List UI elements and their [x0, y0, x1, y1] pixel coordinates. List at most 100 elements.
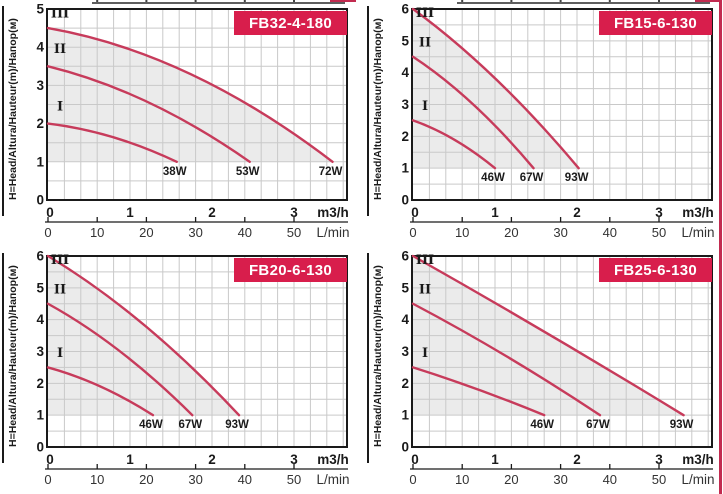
- x-tick-lmin: 0: [44, 472, 51, 487]
- y-tick-label: 4: [401, 65, 409, 80]
- speed-label: I: [422, 346, 428, 361]
- chart-title-badge: FB15-6-130: [599, 11, 712, 35]
- x-tick-m3h: 2: [573, 205, 581, 220]
- speed-label: II: [419, 282, 431, 297]
- x-tick-lmin: 40: [238, 472, 252, 487]
- x-axis-unit-m3h: m3/h: [317, 452, 349, 467]
- chart-panel-fb25-6-130: H=Head/Altura/Hauteur(m)/Напор(м) 46W I 67…: [365, 247, 723, 494]
- power-label: 93W: [225, 419, 249, 431]
- y-tick-label: 1: [401, 161, 409, 176]
- y-axis-rule: [2, 253, 4, 463]
- power-label: 67W: [178, 419, 202, 431]
- plot-border: [411, 8, 713, 201]
- power-label: 46W: [481, 172, 505, 184]
- y-tick-label: 3: [401, 97, 409, 112]
- shaded-region: [48, 28, 333, 162]
- x-tick-lmin: 50: [287, 472, 301, 487]
- power-label: 38W: [163, 166, 187, 178]
- chart-panel-fb20-6-130: H=Head/Altura/Hauteur(m)/Напор(м) 46W I 67…: [0, 247, 358, 494]
- plot-border: [411, 255, 713, 448]
- curve-speed-I: [411, 119, 497, 170]
- x-axis-unit-m3h: m3/h: [682, 205, 714, 220]
- x-tick-lmin: 40: [603, 225, 617, 240]
- curve-speed-I: [46, 122, 178, 163]
- x-tick-lmin: 40: [238, 225, 252, 240]
- x-tick-lmin: 10: [455, 225, 469, 240]
- speed-label: III: [416, 6, 434, 21]
- page-right-border: [719, 0, 722, 494]
- y-tick-label: 3: [401, 344, 409, 359]
- y-tick-label: 1: [36, 154, 44, 169]
- y-tick-label: 0: [36, 193, 44, 208]
- chart-panel-fb15-6-130: H=Head/Altura/Hauteur(m)/Напор(м) 46W I 67…: [365, 0, 723, 247]
- x-tick-lmin: 50: [652, 472, 666, 487]
- x-tick-lmin: 0: [44, 225, 51, 240]
- x-tick-lmin: 10: [90, 472, 104, 487]
- power-label: 93W: [670, 419, 694, 431]
- curve-speed-III: [411, 254, 685, 417]
- x-tick-lmin: 10: [90, 225, 104, 240]
- curve-speed-III: [46, 26, 334, 163]
- chart-panel-fb32-4-180: H=Head/Altura/Hauteur(m)/Напор(м) 38W I 53…: [0, 0, 358, 247]
- x-tick-m3h: 3: [290, 205, 298, 220]
- power-label: 67W: [520, 172, 544, 184]
- speed-label: I: [57, 99, 63, 114]
- speed-label: III: [51, 253, 69, 268]
- speed-label: II: [54, 42, 66, 57]
- x-tick-m3h: 2: [208, 452, 216, 467]
- x-tick-lmin: 30: [188, 472, 202, 487]
- x-tick-lmin: 20: [139, 225, 153, 240]
- y-tick-label: 2: [401, 376, 409, 391]
- x-tick-m3h: 2: [208, 205, 216, 220]
- chart-title-badge: FB20-6-130: [234, 258, 347, 282]
- x-tick-lmin: 10: [455, 472, 469, 487]
- plot-border: [46, 8, 348, 201]
- chart-title-badge: FB32-4-180: [234, 11, 347, 35]
- y-tick-label: 4: [36, 312, 44, 327]
- x-tick-m3h: 3: [290, 452, 298, 467]
- speed-label: I: [57, 346, 63, 361]
- y-tick-label: 5: [401, 280, 409, 295]
- y-tick-label: 2: [401, 129, 409, 144]
- curve-speed-II: [46, 65, 251, 163]
- curve-speed-I: [46, 366, 155, 417]
- speed-label: II: [419, 35, 431, 50]
- x-tick-lmin: 0: [409, 472, 416, 487]
- curve-speed-II: [411, 302, 602, 417]
- y-tick-label: 4: [36, 40, 44, 55]
- power-label: 46W: [139, 419, 163, 431]
- y-tick-label: 0: [36, 440, 44, 455]
- y-tick-label: 5: [36, 2, 44, 17]
- y-axis-rule: [367, 253, 369, 463]
- speed-label: III: [416, 253, 434, 268]
- power-label: 46W: [530, 419, 554, 431]
- chart-title-badge: FB25-6-130: [599, 258, 712, 282]
- curve-speed-II: [411, 55, 535, 170]
- x-tick-lmin: 50: [652, 225, 666, 240]
- y-tick-label: 2: [36, 376, 44, 391]
- y-tick-label: 5: [36, 280, 44, 295]
- y-tick-label: 0: [401, 193, 409, 208]
- x-tick-m3h: 1: [126, 205, 134, 220]
- plot-border: [46, 255, 348, 448]
- x-tick-lmin: 20: [504, 472, 518, 487]
- x-tick-lmin: 40: [603, 472, 617, 487]
- x-tick-lmin: 30: [553, 472, 567, 487]
- power-label: 72W: [319, 166, 343, 178]
- y-tick-label: 1: [401, 408, 409, 423]
- x-tick-m3h: 1: [126, 452, 134, 467]
- curve-speed-II: [46, 302, 194, 417]
- x-axis-unit-m3h: m3/h: [317, 205, 349, 220]
- x-tick-m3h: 1: [491, 205, 499, 220]
- power-label: 53W: [236, 166, 260, 178]
- x-tick-m3h: 0: [46, 452, 54, 467]
- x-tick-m3h: 1: [491, 452, 499, 467]
- x-tick-m3h: 0: [411, 205, 419, 220]
- y-tick-label: 1: [36, 408, 44, 423]
- x-tick-lmin: 30: [188, 225, 202, 240]
- y-tick-label: 2: [36, 116, 44, 131]
- plot-area: 46W I 67W II 93W III 0 1 2 3 4 5 6 0 1 2 3 m3/h 0 10 20 30 40 5…: [401, 0, 721, 240]
- x-tick-m3h: 3: [655, 205, 663, 220]
